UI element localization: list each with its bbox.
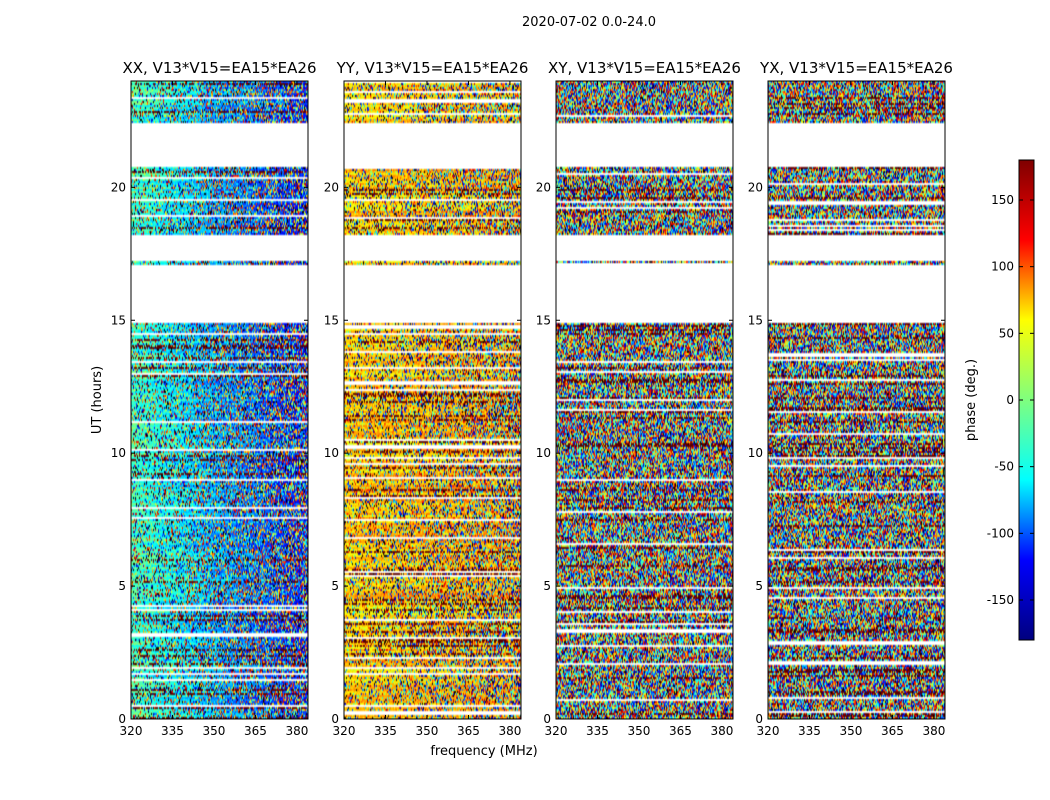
panel-waterfall-image (556, 81, 733, 719)
x-tick-label: 335 (374, 724, 397, 738)
y-tick-label: 15 (748, 313, 763, 327)
panel-waterfall-image (768, 81, 945, 719)
y-tick-label: 10 (748, 446, 763, 460)
y-tick-label: 0 (118, 712, 126, 726)
y-tick-label: 0 (331, 712, 339, 726)
x-tick-label: 380 (922, 724, 945, 738)
y-tick-label: 5 (543, 579, 551, 593)
x-tick-label: 365 (669, 724, 692, 738)
panel-1: XX, V13*V15=EA15*EA26 320 335 350 365 380 0 5 10… (111, 59, 317, 738)
panel-title: YX, V13*V15=EA15*EA26 (759, 59, 953, 77)
y-tick-label: 20 (324, 180, 339, 194)
y-axis-label: UT (hours) (90, 366, 105, 434)
colorbar-label: phase (deg.) (964, 359, 979, 441)
y-tick-label: 10 (536, 446, 551, 460)
x-tick-label: 365 (881, 724, 904, 738)
x-tick-label: 335 (586, 724, 609, 738)
panel-3: XY, V13*V15=EA15*EA26 320 335 350 365 380 0 5 10… (536, 59, 741, 738)
y-tick-label: 10 (111, 446, 126, 460)
x-tick-label: 350 (203, 724, 226, 738)
panel-waterfall-image (131, 81, 308, 719)
y-tick-label: 20 (748, 180, 763, 194)
panel-4: YX, V13*V15=EA15*EA26 320 335 350 365 380 0 5 10… (748, 59, 953, 738)
colorbar-tick-label: 100 (991, 260, 1014, 274)
x-tick-label: 320 (120, 724, 143, 738)
panel-frame (555, 80, 734, 720)
x-tick-label: 350 (416, 724, 439, 738)
y-tick-label: 0 (543, 712, 551, 726)
colorbar-tick-label: -100 (987, 526, 1014, 540)
panels: XX, V13*V15=EA15*EA26 320 335 350 365 380 0 5 10… (111, 59, 953, 738)
colorbar-tick-label: 150 (991, 193, 1014, 207)
colorbar-tick-label: 50 (999, 326, 1014, 340)
x-tick-label: 335 (798, 724, 821, 738)
panel-frame (130, 80, 309, 720)
y-tick-label: 15 (536, 313, 551, 327)
y-tick-label: 20 (111, 180, 126, 194)
panel-waterfall-image (344, 81, 521, 719)
y-tick-label: 0 (755, 712, 763, 726)
y-tick-label: 5 (118, 579, 126, 593)
panel-frame (343, 80, 522, 720)
x-tick-label: 350 (628, 724, 651, 738)
panel-title: YY, V13*V15=EA15*EA26 (336, 59, 529, 77)
x-tick-label: 380 (710, 724, 733, 738)
x-axis-label: frequency (MHz) (430, 744, 537, 759)
x-tick-label: 320 (545, 724, 568, 738)
x-tick-label: 335 (161, 724, 184, 738)
y-tick-label: 20 (536, 180, 551, 194)
y-tick-label: 15 (111, 313, 126, 327)
y-tick-label: 15 (324, 313, 339, 327)
panel-frame (767, 80, 946, 720)
figure-title: 2020-07-02 0.0-24.0 (522, 15, 656, 30)
y-tick-label: 5 (755, 579, 763, 593)
x-tick-label: 320 (333, 724, 356, 738)
colorbar: 150 100 50 0 -50 -100 -150 (987, 159, 1035, 641)
colorbar-tick-label: -150 (987, 593, 1014, 607)
panel-2: YY, V13*V15=EA15*EA26 320 335 350 365 380 0 5 10… (324, 59, 529, 738)
y-tick-label: 5 (331, 579, 339, 593)
x-tick-label: 365 (244, 724, 267, 738)
y-tick-label: 10 (324, 446, 339, 460)
x-tick-label: 350 (840, 724, 863, 738)
panel-title: XY, V13*V15=EA15*EA26 (548, 59, 741, 77)
colorbar-tick-label: 0 (1006, 393, 1014, 407)
colorbar-tick-label: -50 (994, 460, 1014, 474)
x-tick-label: 380 (285, 724, 308, 738)
x-tick-label: 380 (498, 724, 521, 738)
x-tick-label: 365 (457, 724, 480, 738)
panel-title: XX, V13*V15=EA15*EA26 (122, 59, 316, 77)
x-tick-label: 320 (757, 724, 780, 738)
